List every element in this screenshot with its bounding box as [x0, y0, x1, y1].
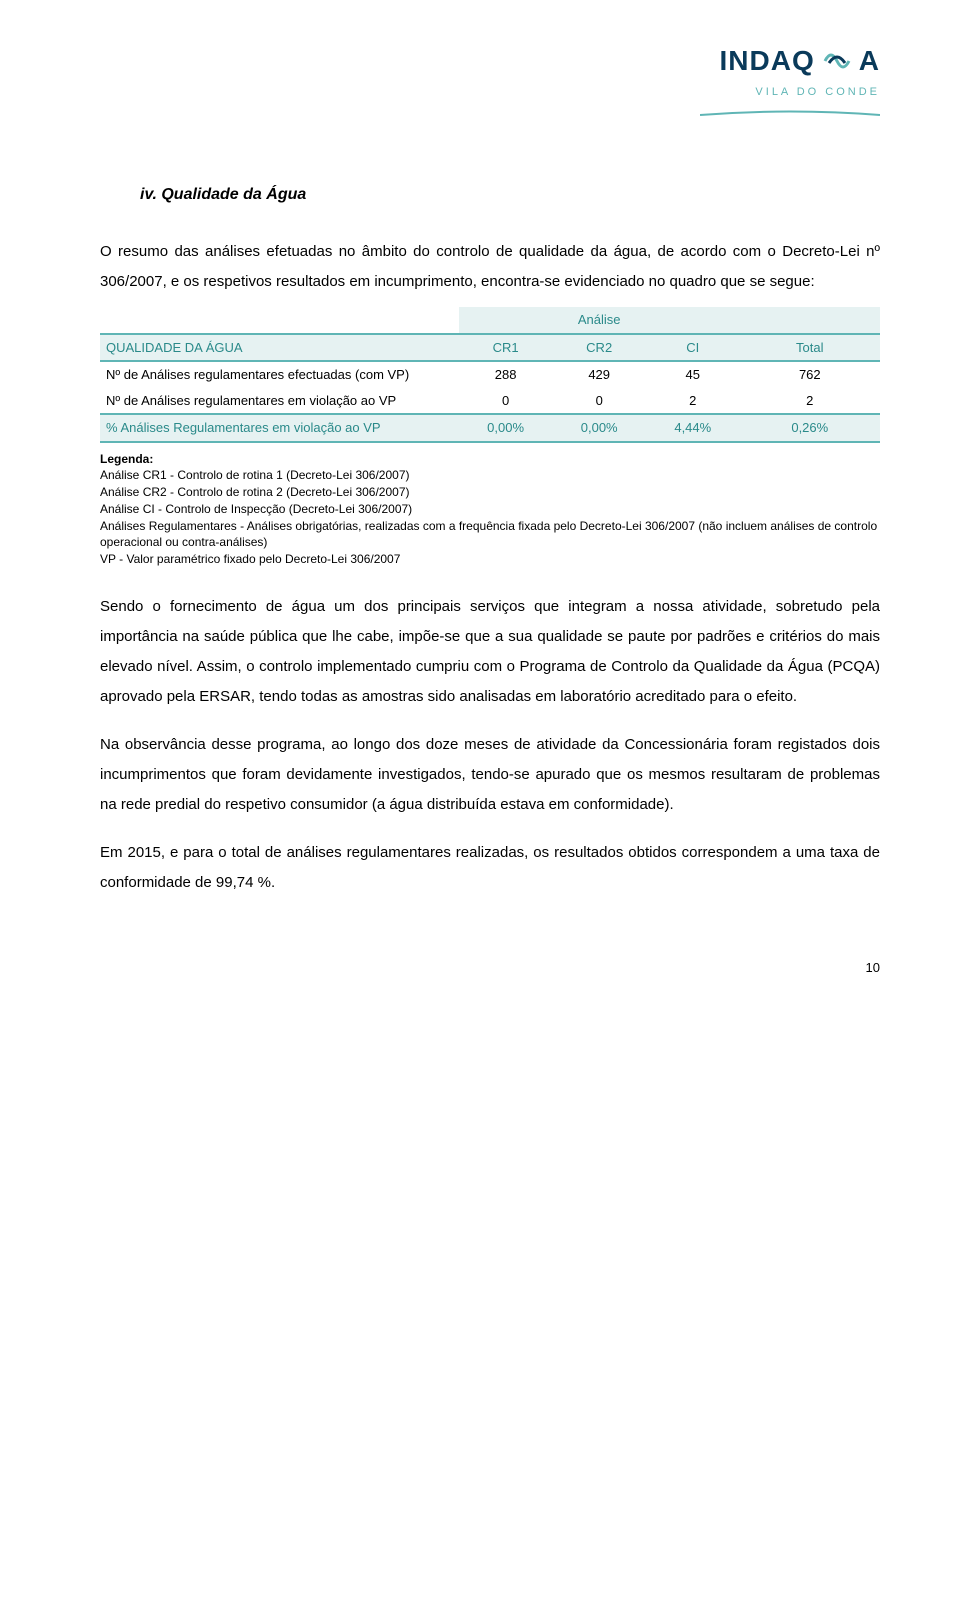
table-header-analise: Análise: [459, 307, 740, 334]
water-quality-table: Análise QUALIDADE DA ÁGUA CR1 CR2 CI Tot…: [100, 307, 880, 443]
table-header-row: QUALIDADE DA ÁGUA CR1 CR2 CI Total: [100, 334, 880, 362]
col-cr1: CR1: [459, 334, 553, 362]
col-qualidade: QUALIDADE DA ÁGUA: [100, 334, 459, 362]
header-logo-area: INDAQ A VILA DO CONDE: [100, 40, 880, 123]
body-paragraph-3: Em 2015, e para o total de análises regu…: [100, 838, 880, 898]
body-paragraph-1: Sendo o fornecimento de água um dos prin…: [100, 592, 880, 712]
legend-line: VP - Valor paramétrico fixado pelo Decre…: [100, 551, 880, 568]
legend-line: Análise CI - Controlo de Inspecção (Decr…: [100, 501, 880, 518]
section-title: iv. Qualidade da Água: [140, 183, 880, 207]
cell: 0,00%: [552, 414, 646, 442]
cell-label: Nº de Análises regulamentares efectuadas…: [100, 361, 459, 388]
cell: 4,44%: [646, 414, 740, 442]
cell: 45: [646, 361, 740, 388]
cell: 0,26%: [740, 414, 880, 442]
cell: 429: [552, 361, 646, 388]
logo-brand: INDAQ A: [700, 40, 880, 82]
col-ci: CI: [646, 334, 740, 362]
cell-label: Nº de Análises regulamentares em violaçã…: [100, 388, 459, 415]
table-header-blank2: [740, 307, 880, 334]
cell: 288: [459, 361, 553, 388]
table-super-header: Análise: [100, 307, 880, 334]
cell: 0,00%: [459, 414, 553, 442]
page-number: 10: [100, 958, 880, 978]
col-cr2: CR2: [552, 334, 646, 362]
body-paragraph-2: Na observância desse programa, ao longo …: [100, 730, 880, 820]
table-highlight-row: % Análises Regulamentares em violação ao…: [100, 414, 880, 442]
logo-subtext: VILA DO CONDE: [700, 84, 880, 101]
cell: 0: [552, 388, 646, 415]
col-total: Total: [740, 334, 880, 362]
logo: INDAQ A VILA DO CONDE: [700, 40, 880, 123]
table-row: Nº de Análises regulamentares efectuadas…: [100, 361, 880, 388]
intro-paragraph: O resumo das análises efetuadas no âmbit…: [100, 237, 880, 297]
cell: 2: [646, 388, 740, 415]
cell: 0: [459, 388, 553, 415]
cell: 2: [740, 388, 880, 415]
logo-underline-icon: [700, 110, 880, 116]
table-header-blank: [100, 307, 459, 334]
cell-label: % Análises Regulamentares em violação ao…: [100, 414, 459, 442]
table-row: Nº de Análises regulamentares em violaçã…: [100, 388, 880, 415]
legend-line: Análise CR1 - Controlo de rotina 1 (Decr…: [100, 467, 880, 484]
legend-line: Análise CR2 - Controlo de rotina 2 (Decr…: [100, 484, 880, 501]
legend-heading: Legenda:: [100, 451, 880, 468]
legend-line: Análises Regulamentares - Análises obrig…: [100, 518, 880, 552]
logo-text: INDAQ: [720, 40, 815, 82]
table-legend: Legenda: Análise CR1 - Controlo de rotin…: [100, 451, 880, 569]
cell: 762: [740, 361, 880, 388]
logo-mark-icon: [819, 47, 855, 75]
logo-text-suffix: A: [859, 40, 880, 82]
